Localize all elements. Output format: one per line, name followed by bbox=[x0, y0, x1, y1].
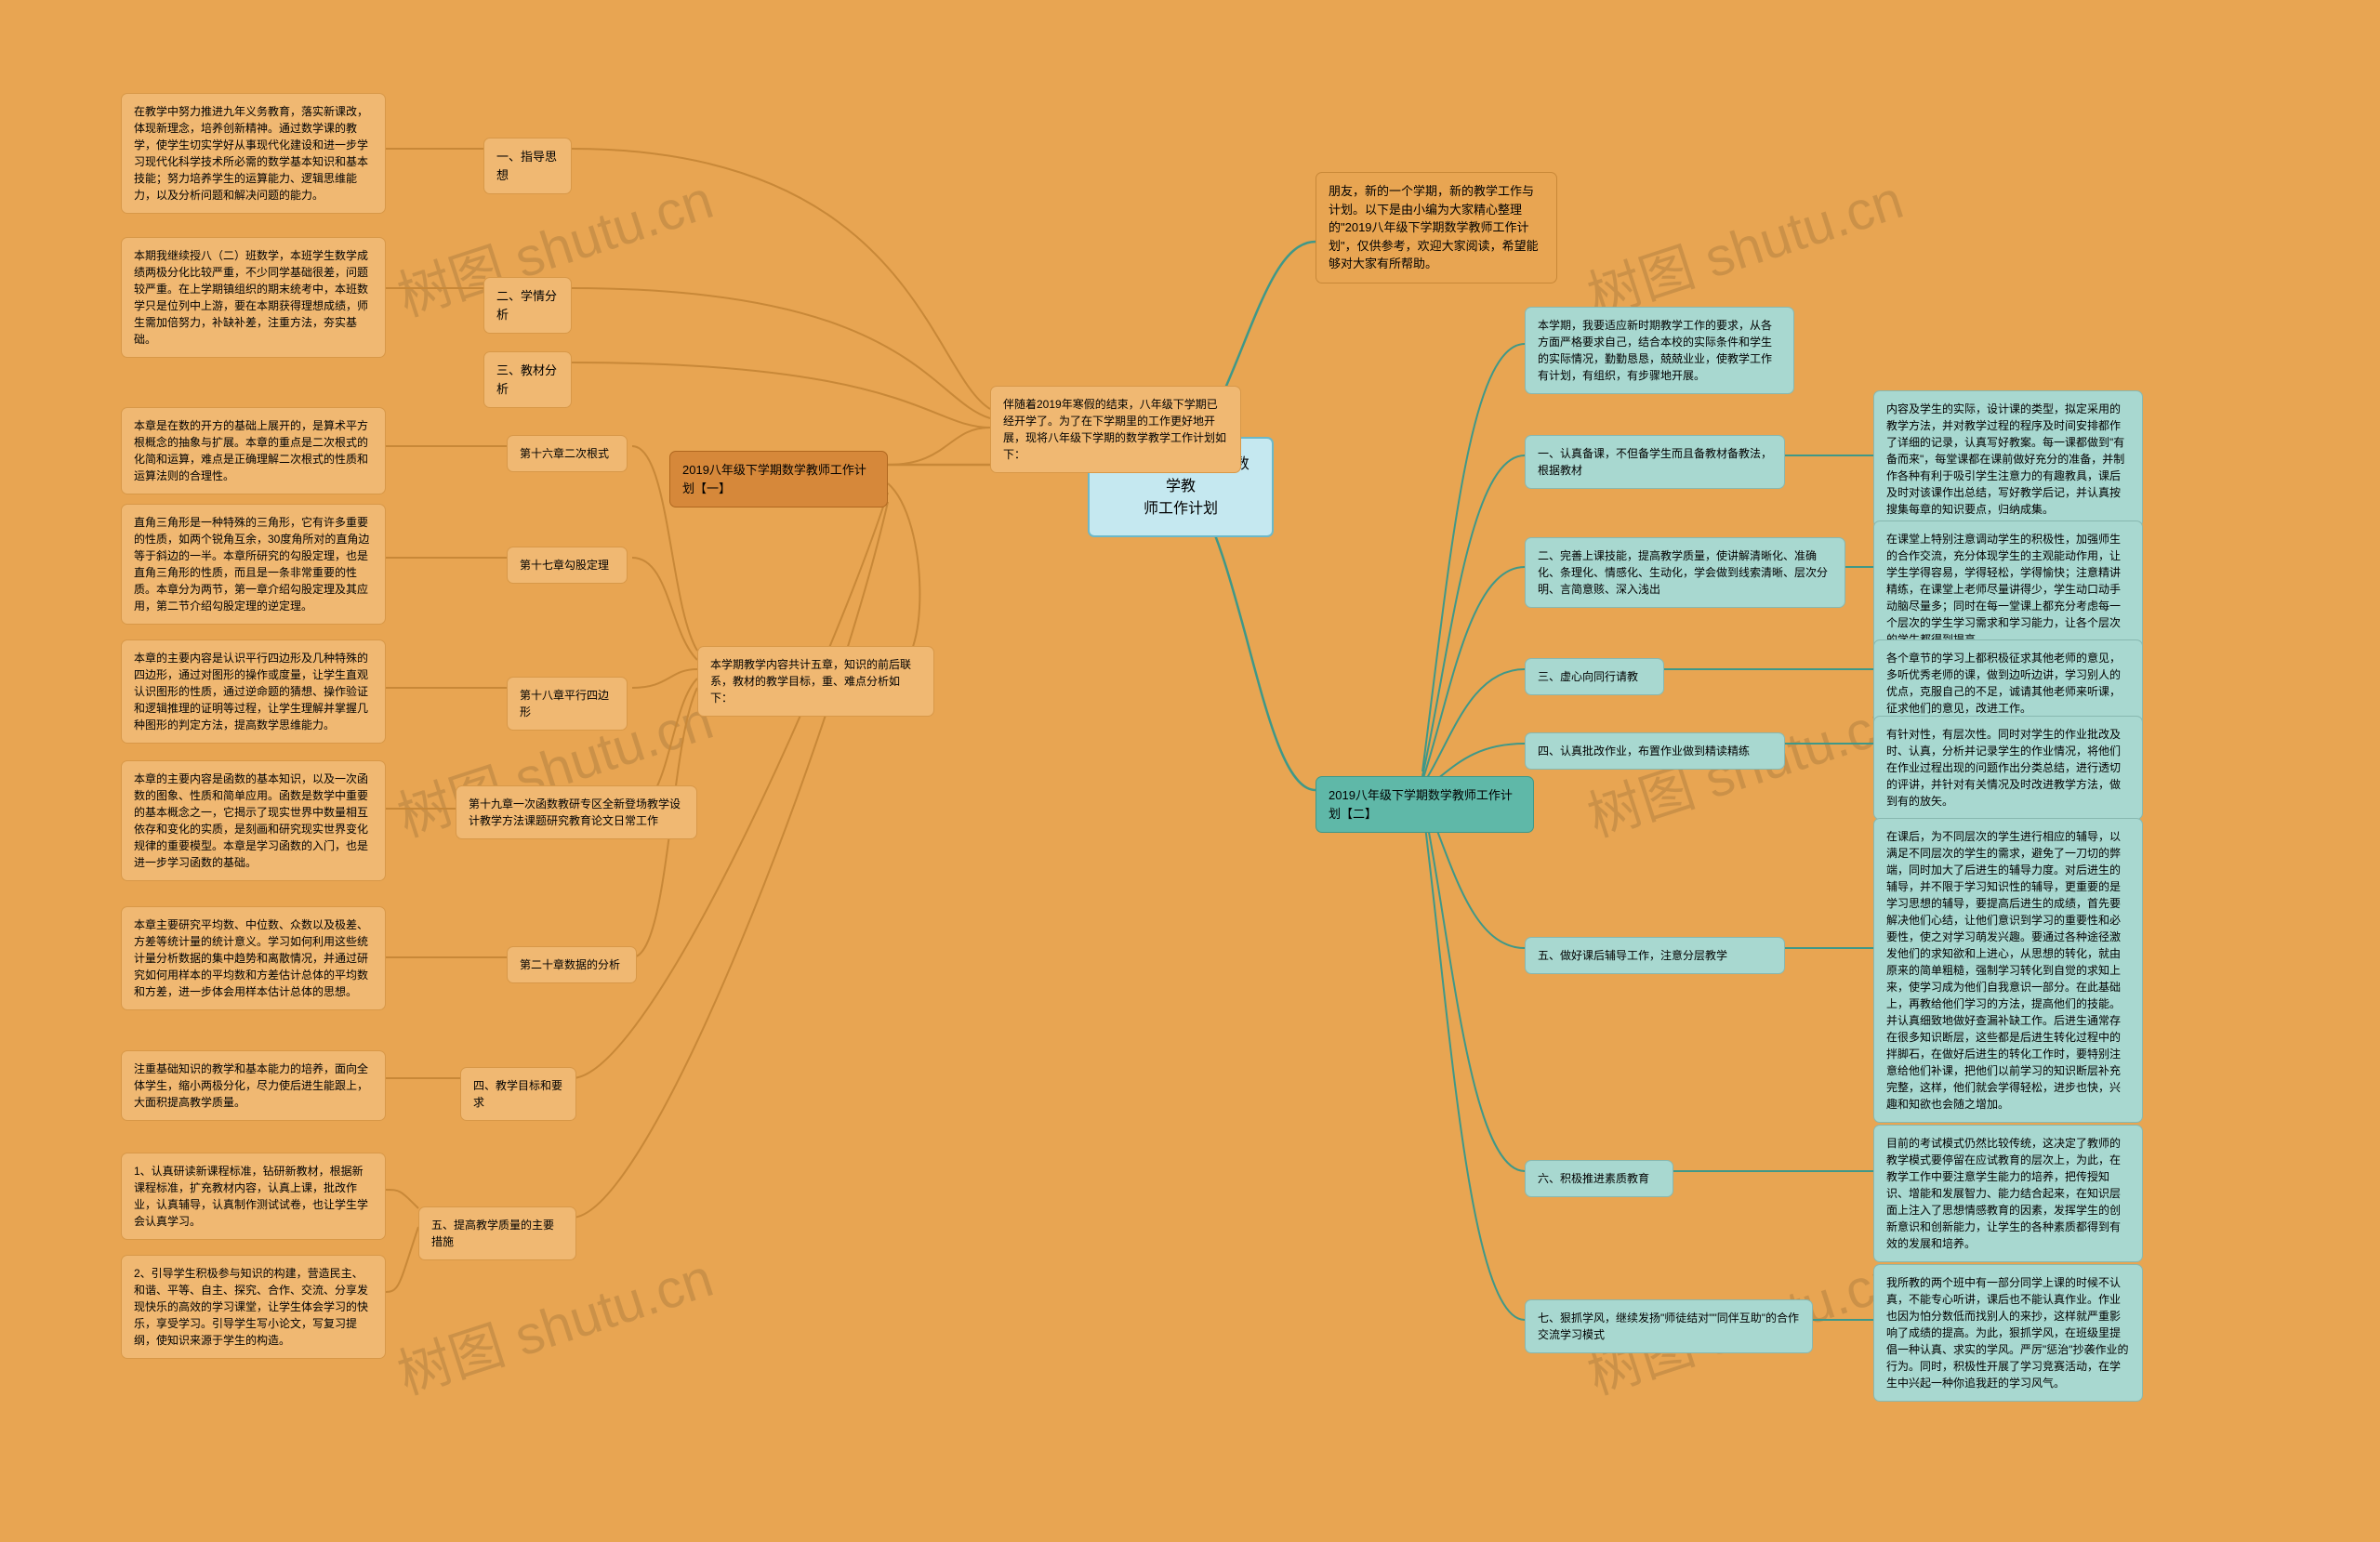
chapter-17: 第十七章勾股定理 bbox=[507, 547, 628, 584]
right-item-2-desc: 在课堂上特别注意调动学生的积极性，加强师生的合作交流，充分体现学生的主观能动作用… bbox=[1873, 521, 2143, 658]
chapter-17-desc: 直角三角形是一种特殊的三角形，它有许多重要的性质，如两个锐角互余，30度角所对的… bbox=[121, 504, 386, 625]
chapter-20: 第二十章数据的分析 bbox=[507, 946, 637, 983]
right-item-7-desc: 我所教的两个班中有一部分同学上课的时候不认真，不能专心听讲，课后也不能认真作业。… bbox=[1873, 1264, 2143, 1402]
right-item-3-desc: 各个章节的学习上都积极征求其他老师的意见，多听优秀老师的课，做到边听边讲，学习别… bbox=[1873, 639, 2143, 727]
chapter-19-desc: 本章的主要内容是函数的基本知识，以及一次函数的图象、性质和简单应用。函数是数学中… bbox=[121, 760, 386, 881]
watermark: 树图 shutu.cn bbox=[1577, 156, 1911, 331]
right-item-4-desc: 有针对性，有层次性。同时对学生的作业批改及时、认真，分析并记录学生的作业情况，将… bbox=[1873, 716, 2143, 820]
right-item-1-desc: 内容及学生的实际，设计课的类型，拟定采用的教学方法，并对教学过程的程序及时间安排… bbox=[1873, 390, 2143, 528]
chapter-18: 第十八章平行四边形 bbox=[507, 677, 628, 731]
chapter-20-desc: 本章主要研究平均数、中位数、众数以及极差、方差等统计量的统计意义。学习如何利用这… bbox=[121, 906, 386, 1010]
right-item-4: 四、认真批改作业，布置作业做到精读精练 bbox=[1525, 732, 1785, 770]
right-item-3: 三、虚心向同行请教 bbox=[1525, 658, 1664, 695]
left-item-2-desc: 本期我继续授八（二）班数学，本班学生数学成绩两极分化比较严重，不少同学基础很差，… bbox=[121, 237, 386, 358]
left-section4-desc: 注重基础知识的教学和基本能力的培养，面向全体学生，缩小两极分化，尽力使后进生能跟… bbox=[121, 1050, 386, 1121]
left-item-1: 一、指导思想 bbox=[483, 138, 572, 194]
watermark: 树图 shutu.cn bbox=[387, 1234, 721, 1409]
right-item-5: 五、做好课后辅导工作，注意分层教学 bbox=[1525, 937, 1785, 974]
right-item-7: 七、狠抓学风，继续发扬"师徒结对""同伴互助"的合作交流学习模式 bbox=[1525, 1299, 1813, 1353]
left-intro: 伴随着2019年寒假的结束，八年级下学期已经开学了。为了在下学期里的工作更好地开… bbox=[990, 386, 1241, 473]
chapter-16: 第十六章二次根式 bbox=[507, 435, 628, 472]
right-intro: 本学期，我要适应新时期教学工作的要求，从各方面严格要求自己，结合本校的实际条件和… bbox=[1525, 307, 1794, 394]
left-section5: 五、提高教学质量的主要措施 bbox=[418, 1206, 576, 1260]
left-item-3: 三、教材分析 bbox=[483, 351, 572, 408]
left-section5-item1: 1、认真研读新课程标准，钻研新教材，根据新课程标准，扩充教材内容，认真上课，批改… bbox=[121, 1153, 386, 1240]
left-section4: 四、教学目标和要求 bbox=[460, 1067, 576, 1121]
left-hub: 2019八年级下学期数学教师工作计划【一】 bbox=[669, 451, 888, 507]
textbook-intro: 本学期教学内容共计五章，知识的前后联系，教材的教学目标，重、难点分析如下： bbox=[697, 646, 934, 717]
right-item-1: 一、认真备课，不但备学生而且备教材备教法，根据教材 bbox=[1525, 435, 1785, 489]
chapter-19: 第十九章一次函数教研专区全新登场教学设计教学方法课题研究教育论文日常工作 bbox=[456, 785, 697, 839]
left-section5-item2: 2、引导学生积极参与知识的构建，营造民主、和谐、平等、自主、探究、合作、交流、分… bbox=[121, 1255, 386, 1359]
right-hub: 2019八年级下学期数学教师工作计划【二】 bbox=[1316, 776, 1534, 833]
right-item-2: 二、完善上课技能，提高教学质量，使讲解清晰化、准确化、条理化、情感化、生动化，学… bbox=[1525, 537, 1845, 608]
chapter-16-desc: 本章是在数的开方的基础上展开的，是算术平方根概念的抽象与扩展。本章的重点是二次根… bbox=[121, 407, 386, 494]
right-item-6: 六、积极推进素质教育 bbox=[1525, 1160, 1673, 1197]
chapter-18-desc: 本章的主要内容是认识平行四边形及几种特殊的四边形，通过对图形的操作或度量，让学生… bbox=[121, 639, 386, 744]
right-item-6-desc: 目前的考试模式仍然比较传统，这决定了教师的教学模式要停留在应试教育的层次上，为此… bbox=[1873, 1125, 2143, 1262]
intro-block: 朋友，新的一个学期，新的教学工作与计划。以下是由小编为大家精心整理的"2019八… bbox=[1316, 172, 1557, 283]
left-item-1-desc: 在教学中努力推进九年义务教育，落实新课改，体现新理念，培养创新精神。通过数学课的… bbox=[121, 93, 386, 214]
right-item-5-desc: 在课后，为不同层次的学生进行相应的辅导，以满足不同层次的学生的需求，避免了一刀切… bbox=[1873, 818, 2143, 1123]
left-item-2: 二、学情分析 bbox=[483, 277, 572, 334]
